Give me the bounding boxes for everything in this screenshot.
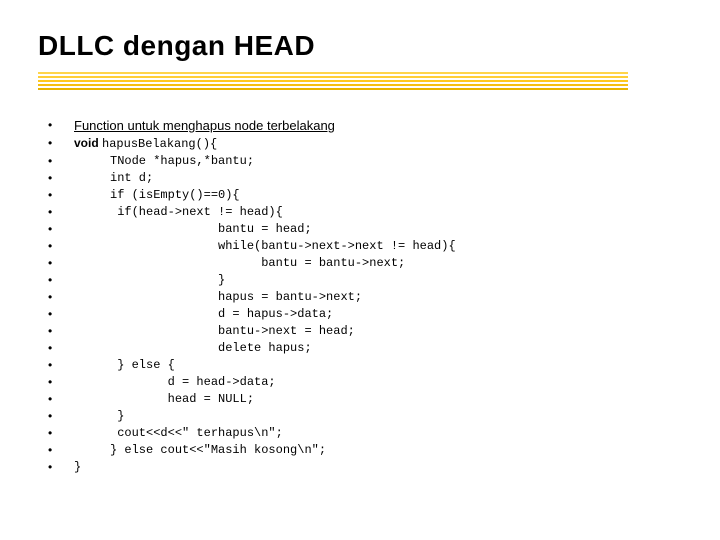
bullet-icon: •: [46, 460, 74, 474]
bullet-line: • if(head->next != head){: [46, 205, 680, 220]
bullet-icon: •: [46, 188, 74, 202]
bullet-icon: •: [46, 341, 74, 355]
line-text: } else cout<<"Masih kosong\n";: [74, 443, 326, 458]
line-text: delete hapus;: [74, 341, 312, 356]
line-text: d = hapus->data;: [74, 307, 333, 322]
bullet-line: •}: [46, 460, 680, 475]
line-text: }: [74, 409, 124, 424]
bullet-line: • d = head->data;: [46, 375, 680, 390]
bullet-line: • }: [46, 409, 680, 424]
bullet-line: • hapus = bantu->next;: [46, 290, 680, 305]
line-text: bantu = bantu->next;: [74, 256, 405, 271]
bullet-icon: •: [46, 171, 74, 185]
line-text: bantu = head;: [74, 222, 312, 237]
bullet-icon: •: [46, 290, 74, 304]
bullet-icon: •: [46, 375, 74, 389]
bullet-icon: •: [46, 358, 74, 372]
bullet-line: •Function untuk menghapus node terbelaka…: [46, 118, 680, 134]
bullet-icon: •: [46, 307, 74, 321]
title-underline: [38, 72, 628, 94]
line-text: TNode *hapus,*bantu;: [74, 154, 254, 169]
bullet-line: • d = hapus->data;: [46, 307, 680, 322]
line-text: } else {: [74, 358, 175, 373]
bullet-icon: •: [46, 273, 74, 287]
bullet-icon: •: [46, 324, 74, 338]
line-text: if(head->next != head){: [74, 205, 283, 220]
bullet-icon: •: [46, 426, 74, 440]
line-text: cout<<d<<" terhapus\n";: [74, 426, 283, 441]
bullet-icon: •: [46, 136, 74, 150]
bullet-line: • delete hapus;: [46, 341, 680, 356]
line-text: Function untuk menghapus node terbelakan…: [74, 118, 335, 134]
bullet-line: • bantu = head;: [46, 222, 680, 237]
bullet-line: • bantu->next = head;: [46, 324, 680, 339]
bullet-line: • bantu = bantu->next;: [46, 256, 680, 271]
bullet-line: • }: [46, 273, 680, 288]
line-text: void hapusBelakang(){: [74, 136, 217, 152]
line-text: hapus = bantu->next;: [74, 290, 362, 305]
bullet-icon: •: [46, 256, 74, 270]
bullet-icon: •: [46, 205, 74, 219]
line-text: while(bantu->next->next != head){: [74, 239, 456, 254]
line-text: d = head->data;: [74, 375, 276, 390]
bullet-icon: •: [46, 239, 74, 253]
bullet-icon: •: [46, 154, 74, 168]
line-text: if (isEmpty()==0){: [74, 188, 240, 203]
line-text: head = NULL;: [74, 392, 254, 407]
line-text: int d;: [74, 171, 153, 186]
bullet-line: •void hapusBelakang(){: [46, 136, 680, 152]
slide-title: DLLC dengan HEAD: [38, 30, 315, 62]
bullet-line: • TNode *hapus,*bantu;: [46, 154, 680, 169]
bullet-line: • } else {: [46, 358, 680, 373]
line-text: }: [74, 273, 225, 288]
bullet-icon: •: [46, 392, 74, 406]
bullet-line: • if (isEmpty()==0){: [46, 188, 680, 203]
bullet-icon: •: [46, 409, 74, 423]
bullet-line: • cout<<d<<" terhapus\n";: [46, 426, 680, 441]
line-text: bantu->next = head;: [74, 324, 355, 339]
bullet-icon: •: [46, 443, 74, 457]
bullet-line: • int d;: [46, 171, 680, 186]
bullet-icon: •: [46, 222, 74, 236]
slide-body: •Function untuk menghapus node terbelaka…: [46, 118, 680, 477]
bullet-line: • } else cout<<"Masih kosong\n";: [46, 443, 680, 458]
bullet-line: • head = NULL;: [46, 392, 680, 407]
line-text: }: [74, 460, 81, 475]
bullet-icon: •: [46, 118, 74, 132]
bullet-line: • while(bantu->next->next != head){: [46, 239, 680, 254]
